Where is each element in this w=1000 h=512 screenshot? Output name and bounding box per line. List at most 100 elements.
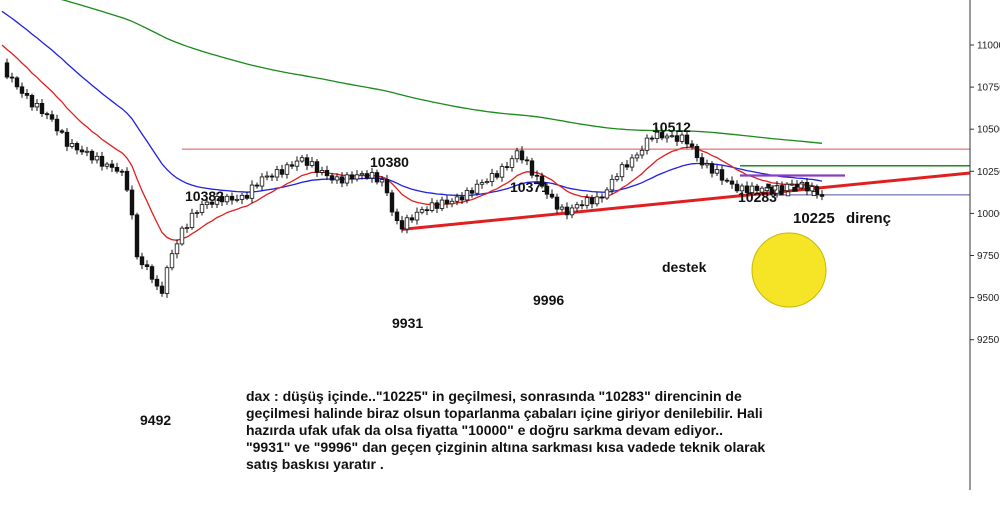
candle xyxy=(74,141,80,155)
ann-10283: 10283 xyxy=(738,189,777,205)
candle xyxy=(149,264,155,284)
candle-body xyxy=(694,146,700,159)
candle xyxy=(364,170,370,180)
candle-body xyxy=(264,175,270,178)
candle xyxy=(14,76,20,90)
candle xyxy=(79,145,85,156)
candle xyxy=(389,189,395,217)
candle xyxy=(104,162,110,170)
candle xyxy=(129,185,135,220)
candle xyxy=(474,179,480,196)
candle-body xyxy=(614,176,620,180)
candle xyxy=(624,160,630,171)
candle-body xyxy=(324,170,330,177)
candle xyxy=(134,212,140,260)
candle-body xyxy=(464,190,470,201)
candle-body xyxy=(364,173,370,179)
candle xyxy=(24,89,30,99)
candle xyxy=(699,153,705,169)
comment-line-1: dax : düşüş içinde.."10225" in geçilmesi… xyxy=(246,388,742,404)
candle-body xyxy=(819,194,825,197)
candle-body xyxy=(599,196,605,199)
candle xyxy=(734,180,740,193)
candle-body xyxy=(604,189,610,199)
candle xyxy=(519,146,525,164)
candle-body xyxy=(219,196,225,203)
candle-body xyxy=(104,163,110,167)
candle-body xyxy=(124,170,130,191)
candle-body xyxy=(484,181,490,183)
candle xyxy=(89,149,95,164)
highlight-candle xyxy=(759,187,765,193)
candle-body xyxy=(734,183,740,192)
candle-body xyxy=(449,200,455,205)
candle-body xyxy=(319,170,325,173)
candle-body xyxy=(499,166,505,178)
candle xyxy=(684,130,690,149)
candle xyxy=(579,200,585,210)
candle xyxy=(309,157,315,168)
candle-body xyxy=(304,157,310,166)
candle-body xyxy=(94,155,100,161)
candle xyxy=(569,204,575,219)
candle-body xyxy=(679,134,685,142)
candle-body xyxy=(654,131,660,139)
candle-body xyxy=(414,211,420,221)
candle xyxy=(29,93,35,111)
candle xyxy=(499,163,505,182)
candle xyxy=(209,199,215,208)
candle xyxy=(139,252,145,270)
candle xyxy=(494,170,500,180)
candle-body xyxy=(394,211,400,221)
candle-body xyxy=(674,135,680,142)
candle xyxy=(164,265,170,298)
candle xyxy=(544,183,550,199)
candle xyxy=(169,249,175,271)
candle xyxy=(379,176,385,187)
candle xyxy=(414,207,420,225)
candle-body xyxy=(579,204,585,207)
candle xyxy=(229,192,235,205)
candle-body xyxy=(24,93,30,96)
candle xyxy=(19,82,25,98)
candle-body xyxy=(684,134,690,145)
candle-body xyxy=(784,183,790,192)
candle-body xyxy=(359,173,365,176)
candle xyxy=(614,173,620,182)
candle xyxy=(559,204,565,212)
candle xyxy=(9,72,15,83)
candle xyxy=(54,114,60,136)
candle-body xyxy=(429,202,435,211)
candle xyxy=(409,214,415,223)
ann-destek: destek xyxy=(662,259,707,275)
candle-body xyxy=(204,201,210,206)
candle xyxy=(534,170,540,181)
candle xyxy=(124,167,130,192)
y-tick-label: 9250, xyxy=(977,335,1000,346)
highlight-candle xyxy=(798,183,804,189)
candle-body xyxy=(49,114,55,120)
candle-body xyxy=(649,137,655,140)
candle xyxy=(719,165,725,185)
candle xyxy=(539,172,545,189)
candle-body xyxy=(569,207,575,216)
candle-body xyxy=(744,185,750,193)
candle-body xyxy=(64,131,70,147)
candle xyxy=(239,192,245,205)
candle-body xyxy=(99,155,105,167)
candle-body xyxy=(594,196,600,205)
candle xyxy=(509,155,515,172)
candle xyxy=(464,187,470,204)
candle-body xyxy=(224,195,230,203)
candle-body xyxy=(369,172,375,179)
candle xyxy=(249,180,255,203)
ann-10225: 10225 xyxy=(793,210,835,227)
candle-body xyxy=(294,160,300,167)
candle-body xyxy=(739,185,745,192)
candle-body xyxy=(544,185,550,195)
candle-body xyxy=(4,62,10,78)
candle-body xyxy=(424,209,430,212)
candle-body xyxy=(174,243,180,255)
candle xyxy=(709,161,715,178)
candle xyxy=(374,169,380,185)
